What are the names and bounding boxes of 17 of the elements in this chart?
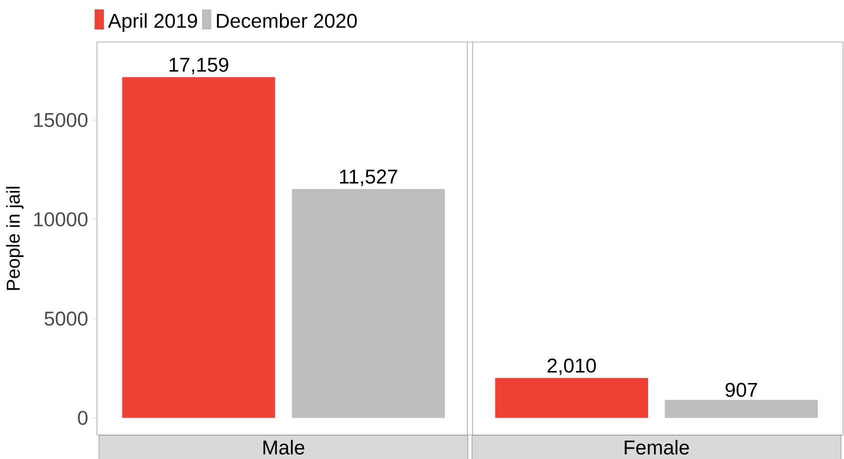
y-tick-label: 0: [78, 410, 88, 425]
data-label: 17,159: [170, 58, 228, 74]
bar: [122, 77, 276, 418]
legend-label: April 2019: [108, 13, 197, 32]
data-label: 2,010: [548, 358, 596, 376]
y-tick-label: 5000: [44, 312, 88, 326]
bar: [292, 189, 445, 418]
y-tick-label: 15000: [34, 112, 88, 128]
legend-label: December 2020: [216, 13, 357, 28]
x-tick-label: Female: [624, 440, 689, 455]
bar: [495, 378, 648, 418]
data-label: 11,527: [340, 170, 398, 186]
x-tick-label: Male: [263, 440, 304, 455]
bar: [664, 400, 818, 418]
y-axis-title: People in jail: [6, 186, 24, 290]
y-tick-label: 10000: [34, 212, 88, 226]
data-label: 907: [726, 382, 758, 397]
